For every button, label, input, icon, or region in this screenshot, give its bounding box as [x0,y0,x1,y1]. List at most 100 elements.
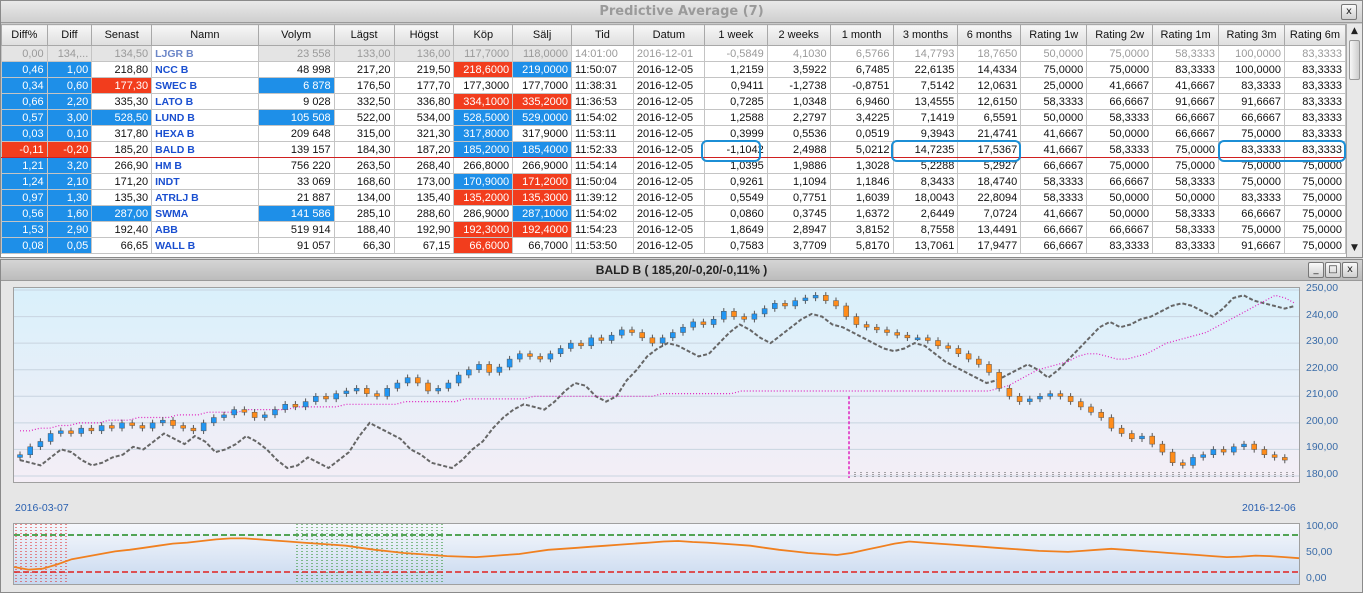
cell-namn[interactable]: HM B [151,157,259,174]
chart-close-icon: x [1347,264,1353,275]
column-header-r1m[interactable]: Rating 1m [1152,24,1220,46]
table-row[interactable]: 0,56 1,60 287,00 SWMA 141 586 285,10 288,60 286… [1,205,1346,222]
cell-salj: 185,4000 [512,141,573,158]
chart-close-button[interactable]: x [1342,262,1358,278]
column-header-r3m[interactable]: Rating 3m [1218,24,1285,46]
table-row[interactable]: 1,53 2,90 192,40 ABB 519 914 188,40 192,90 192,… [1,221,1346,238]
candle [119,422,125,429]
table-row[interactable]: -0,11 -0,20 185,20 BALD B 139 157 184,30 187,2… [1,141,1346,158]
cell-r2w: 41,6667 [1086,77,1154,94]
column-header-r2w[interactable]: Rating 2w [1086,24,1154,46]
chart-title: BALD B ( 185,20/-0,20/-0,11% ) [595,263,768,277]
column-header-diffp[interactable]: Diff% [1,24,48,46]
table-row[interactable]: 0,03 0,10 317,80 HEXA B 209 648 315,00 321,30 3… [1,125,1346,142]
cell-w1: 0,3999 [703,125,768,142]
cell-namn[interactable]: BALD B [151,141,259,158]
cell-namn[interactable]: ATRLJ B [151,189,259,206]
candle [608,334,615,341]
cell-r1w: 66,6667 [1020,221,1088,238]
cell-w2: -1,2738 [766,77,831,94]
table-row[interactable]: 0,57 3,00 528,50 LUND B 105 508 522,00 534,00 5… [1,109,1346,126]
cell-namn[interactable]: LATO B [151,93,259,110]
column-header-senast[interactable]: Senast [91,24,153,46]
column-header-namn[interactable]: Namn [151,24,259,46]
column-header-diff[interactable]: Diff [46,24,93,46]
column-header-m3[interactable]: 3 months [892,24,959,46]
column-header-w2[interactable]: 2 weeks [766,24,831,46]
cell-r6m: 83,3333 [1283,77,1346,94]
window-title: Predictive Average (7) [599,4,764,19]
column-header-m1[interactable]: 1 month [829,24,894,46]
candle [47,433,54,442]
scroll-up-icon[interactable]: ▲ [1351,26,1358,36]
maximize-button[interactable]: □ [1325,262,1341,278]
cell-salj: 177,7000 [512,77,573,94]
cell-r1m: 83,3333 [1152,61,1220,78]
candle [700,321,707,325]
cell-r2w: 75,0000 [1086,45,1154,62]
table-row[interactable]: 1,24 2,10 171,20 INDT 33 069 168,60 173,00 170,… [1,173,1346,190]
cell-volym: 21 887 [257,189,335,206]
column-header-salj[interactable]: Sälj [512,24,573,46]
oscillator-chart[interactable] [13,523,1300,585]
cell-namn[interactable]: SWMA [151,205,259,222]
cell-kop: 177,3000 [453,77,514,94]
candle [160,419,166,424]
column-header-w1[interactable]: 1 week [703,24,768,46]
cell-kop: 117,7000 [453,45,514,62]
candle [78,427,84,434]
column-header-volym[interactable]: Volym [257,24,335,46]
candle [710,318,717,325]
cell-namn[interactable]: ABB [151,221,259,238]
cell-w2: 1,9886 [766,157,831,174]
column-header-m6[interactable]: 6 months [957,24,1022,46]
candle [466,369,472,376]
column-header-lagst[interactable]: Lägst [333,24,395,46]
cell-r1m: 66,6667 [1152,109,1220,126]
column-header-datum[interactable]: Datum [632,24,705,46]
cell-namn[interactable]: SWEC B [151,77,259,94]
cell-r6m: 83,3333 [1283,109,1346,126]
cell-senast: 171,20 [91,173,153,190]
column-header-hogst[interactable]: Högst [393,24,455,46]
scroll-down-icon[interactable]: ▼ [1351,243,1358,253]
cell-tid: 11:54:14 [571,157,634,174]
scrollbar-thumb[interactable] [1349,40,1360,80]
cell-namn[interactable]: INDT [151,173,259,190]
quote-window: Predictive Average (7) x Diff% Diff Senast… [0,0,1363,258]
cell-namn[interactable]: HEXA B [151,125,259,142]
cell-r1m: 66,6667 [1152,125,1220,142]
table-row[interactable]: 0,00 134,... 134,50 LJGR B 23 558 133,00 136,0… [1,45,1346,62]
table-row[interactable]: 0,97 1,30 135,30 ATRLJ B 21 887 134,00 135,40 1… [1,189,1346,206]
candle [782,303,788,307]
candle [58,430,64,434]
column-header-r6m[interactable]: Rating 6m [1283,24,1346,46]
candle [1149,435,1155,445]
column-header-tid[interactable]: Tid [571,24,634,46]
cell-namn[interactable]: NCC B [151,61,259,78]
cell-m3: 14,7793 [892,45,959,62]
cell-m6: 12,0631 [957,77,1022,94]
table-row[interactable]: 1,21 3,20 266,90 HM B 756 220 263,50 268,40 266… [1,157,1346,174]
cell-r3m: 75,0000 [1218,125,1285,142]
cell-namn[interactable]: LJGR B [151,45,259,62]
table-scrollbar[interactable]: ▲ ▼ [1346,24,1362,257]
cell-namn[interactable]: LUND B [151,109,259,126]
chart-titlebar[interactable]: BALD B ( 185,20/-0,20/-0,11% ) _ □ x [1,260,1362,281]
close-button[interactable]: x [1341,4,1357,20]
column-header-kop[interactable]: Köp [453,24,514,46]
cell-diffp: 1,53 [1,221,48,238]
cell-namn[interactable]: WALL B [151,237,259,254]
cell-r1m: 58,3333 [1152,45,1220,62]
candle [670,332,676,339]
cell-m6: 17,5367 [957,141,1022,158]
table-row[interactable]: 0,08 0,05 66,65 WALL B 91 057 66,30 67,15 66,60… [1,237,1346,254]
table-row[interactable]: 0,46 1,00 218,80 NCC B 48 998 217,20 219,50 218… [1,61,1346,78]
cell-senast: 335,30 [91,93,153,110]
price-chart[interactable] [13,287,1300,483]
column-header-r1w[interactable]: Rating 1w [1020,24,1088,46]
quote-window-titlebar[interactable]: Predictive Average (7) x [1,1,1362,23]
minimize-button[interactable]: _ [1308,262,1324,278]
